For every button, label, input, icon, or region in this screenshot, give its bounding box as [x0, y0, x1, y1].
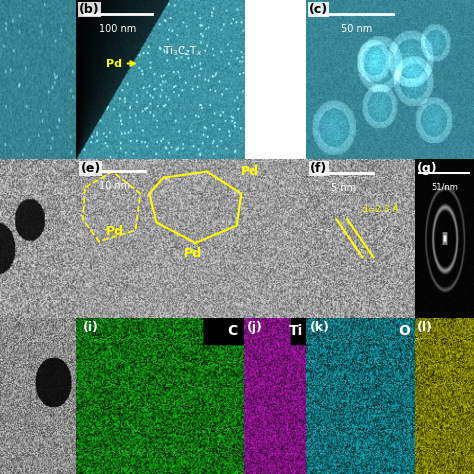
Text: 50 nm: 50 nm: [341, 24, 372, 34]
Text: Pd: Pd: [106, 58, 135, 69]
Text: (k): (k): [310, 321, 330, 334]
Text: (i): (i): [82, 321, 99, 334]
Text: (f): (f): [310, 162, 328, 175]
Text: 5 nm: 5 nm: [331, 182, 356, 192]
Text: Ti$_3$C$_2$T$_x$: Ti$_3$C$_2$T$_x$: [164, 45, 203, 58]
Text: 10 nm: 10 nm: [100, 181, 130, 191]
Text: 51/nm: 51/nm: [431, 182, 458, 191]
Text: 100 nm: 100 nm: [99, 24, 137, 34]
Text: (c): (c): [309, 3, 328, 16]
Text: C: C: [227, 324, 237, 338]
Text: (l): (l): [417, 321, 433, 334]
Text: d=2.3 Å: d=2.3 Å: [363, 205, 399, 214]
Text: (g): (g): [417, 162, 438, 175]
Text: (e): (e): [81, 162, 100, 175]
Text: (j): (j): [246, 321, 263, 334]
Text: Pd: Pd: [106, 225, 124, 238]
Text: Pd: Pd: [184, 247, 202, 260]
Text: Pd: Pd: [241, 165, 259, 178]
Text: O: O: [399, 324, 410, 338]
Text: Ti: Ti: [289, 324, 303, 338]
Text: (b): (b): [79, 3, 100, 16]
